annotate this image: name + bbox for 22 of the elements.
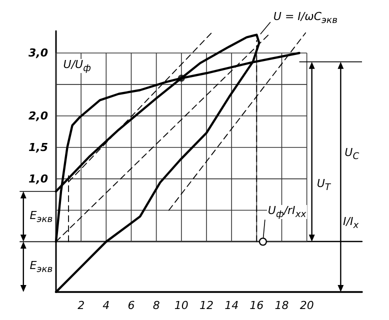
text: E$_{экв}$ bbox=[28, 208, 54, 225]
text: E$_{экв}$ bbox=[28, 258, 54, 276]
x-tick-label: 14 bbox=[224, 299, 239, 312]
annotation: U$_{ф}$/rI$_{xx}$ bbox=[266, 204, 308, 220]
x-tick-label: 8 bbox=[152, 299, 160, 312]
annotation: U$_{C}$ bbox=[344, 146, 360, 162]
y-tick-label: 2,0 bbox=[28, 109, 48, 122]
x-tick-label: 10 bbox=[174, 299, 188, 312]
x-tick-label: 16 bbox=[250, 299, 264, 312]
x-tick-label: 20 bbox=[300, 299, 314, 312]
x-tick-label: 6 bbox=[128, 299, 135, 312]
x-tick-label: 2 bbox=[78, 299, 85, 312]
annotation: U$_{T}$ bbox=[316, 177, 332, 194]
y-axis-title: U/U$_{ф}$ bbox=[62, 58, 92, 74]
y-tick-label: 1,0 bbox=[28, 172, 48, 186]
x-axis-title: I/I$_{x}$ bbox=[342, 214, 360, 231]
x-tick-label: 4 bbox=[102, 299, 110, 312]
x-tick-label: 18 bbox=[274, 299, 289, 312]
annotation: U = I/ωC$_{экв}$ bbox=[272, 10, 338, 26]
x-tick-label: 12 bbox=[199, 299, 214, 312]
y-tick-label: 1,5 bbox=[28, 140, 48, 154]
y-tick-label: 3,0 bbox=[28, 46, 48, 60]
